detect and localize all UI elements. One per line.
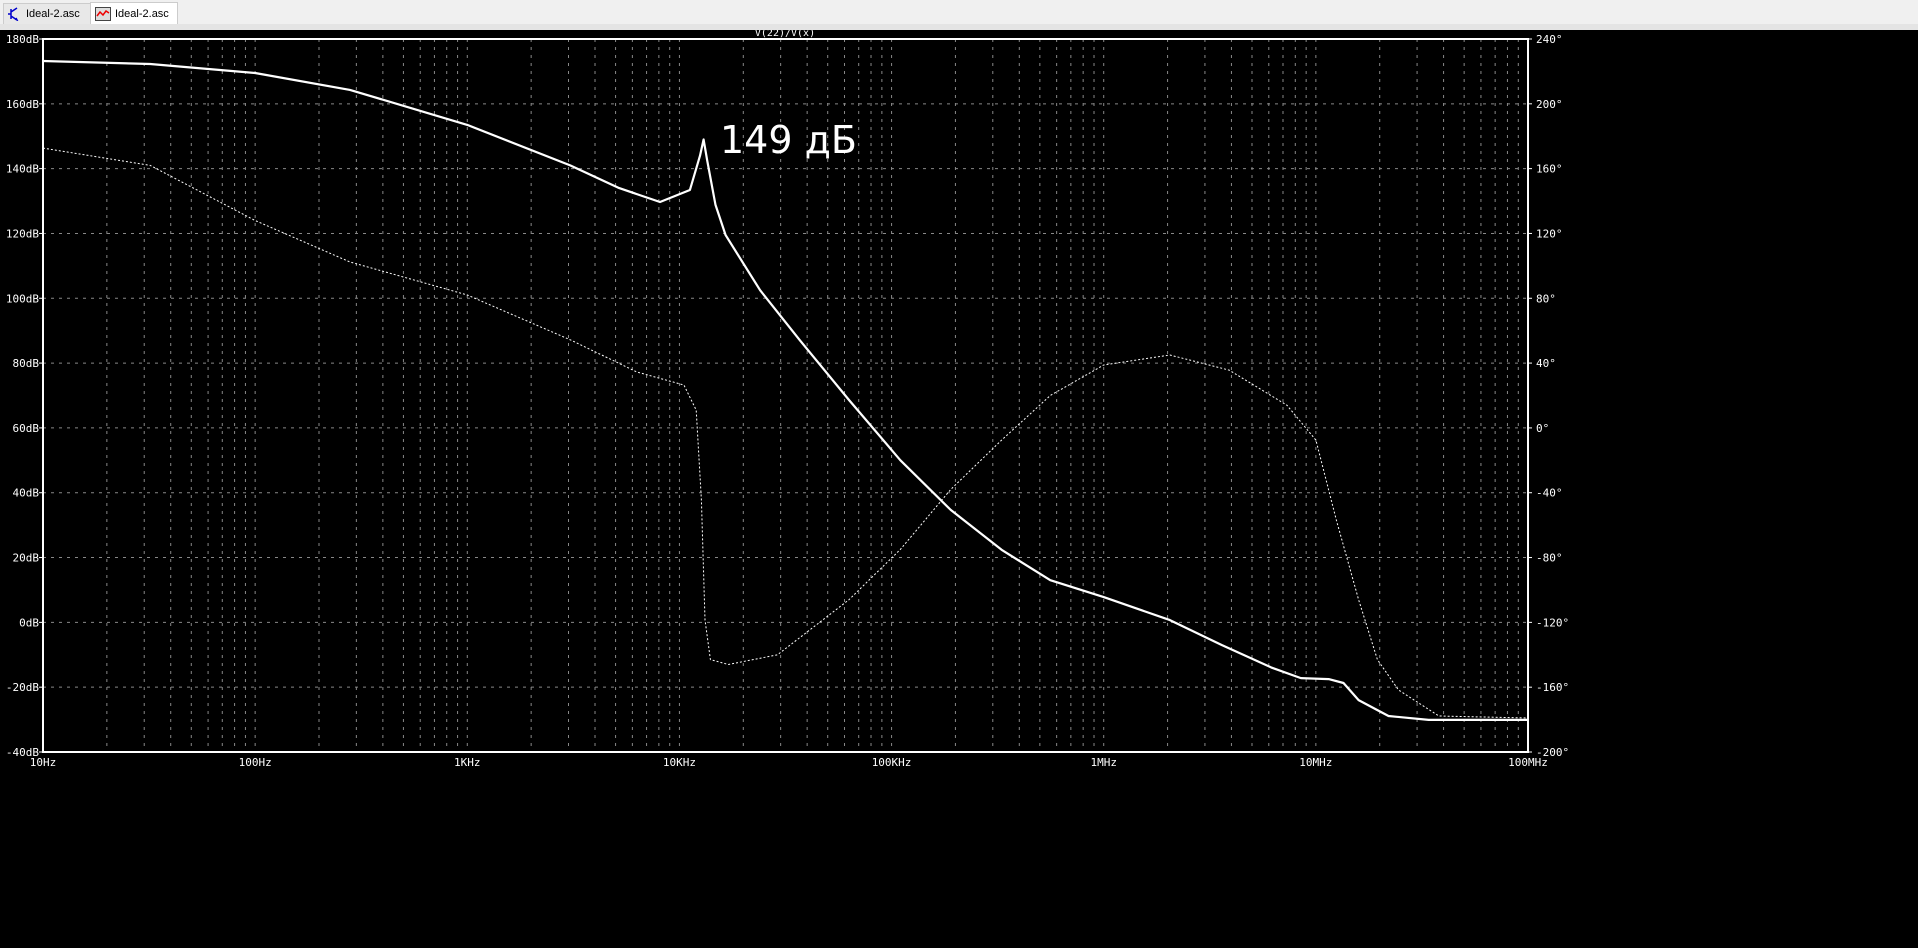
- waveform-plot-icon: [95, 7, 111, 21]
- y-left-tick-label: 0dB: [19, 616, 39, 629]
- y-right-tick-label: 0°: [1536, 422, 1549, 435]
- x-tick-label: 100MHz: [1508, 756, 1548, 769]
- tab-schematic[interactable]: Ideal-2.asc: [3, 3, 91, 25]
- y-right-tick-label: 80°: [1536, 292, 1556, 305]
- y-left-tick-label: -40dB: [6, 746, 39, 759]
- peak-annotation: 149 дБ: [720, 118, 857, 162]
- schematic-transistor-icon: [8, 7, 19, 21]
- x-tick-label: 100KHz: [872, 756, 912, 769]
- window-border: [0, 24, 1918, 30]
- tab-bar: Ideal-2.asc Ideal-2.asc: [0, 0, 1918, 25]
- y-right-tick-label: 120°: [1536, 227, 1563, 240]
- y-right-tick-label: -120°: [1536, 616, 1569, 629]
- y-left-tick-label: 80dB: [13, 357, 40, 370]
- tab-waveform[interactable]: Ideal-2.asc: [90, 2, 178, 25]
- tab-label: Ideal-2.asc: [26, 8, 80, 20]
- y-left-tick-label: 140dB: [6, 163, 39, 176]
- y-right-tick-label: 40°: [1536, 357, 1556, 370]
- tab-label: Ideal-2.asc: [115, 8, 169, 20]
- x-tick-label: 10Hz: [30, 756, 57, 769]
- y-right-tick-label: 240°: [1536, 33, 1563, 46]
- y-right-tick-label: -80°: [1536, 552, 1563, 565]
- x-tick-label: 1MHz: [1090, 756, 1117, 769]
- y-left-tick-label: 100dB: [6, 292, 39, 305]
- x-tick-label: 100Hz: [239, 756, 272, 769]
- bode-plot[interactable]: V(22)/V(x) 180dB 160dB 140dB 120dB 100dB 80dB…: [0, 30, 1918, 948]
- magnitude-curve: [42, 59, 1528, 721]
- y-right-tick-label: 200°: [1536, 98, 1563, 111]
- phase-curve: [42, 147, 1529, 719]
- x-tick-label: 10KHz: [663, 756, 696, 769]
- x-tick-label: 1KHz: [454, 756, 481, 769]
- plot-frame: [42, 38, 1529, 753]
- y-left-tick-label: 180dB: [6, 33, 39, 46]
- y-right-tick-label: -200°: [1536, 746, 1569, 759]
- y-left-tick-label: 60dB: [13, 422, 40, 435]
- y-left-tick-label: 120dB: [6, 227, 39, 240]
- chart-title: V(22)/V(x): [755, 30, 815, 39]
- y-right-tick-label: -160°: [1536, 681, 1569, 694]
- y-left-tick-label: 20dB: [13, 552, 40, 565]
- x-tick-label: 10MHz: [1299, 756, 1332, 769]
- y-right-tick-label: -40°: [1536, 487, 1563, 500]
- y-left-tick-label: 160dB: [6, 98, 39, 111]
- y-left-tick-label: 40dB: [13, 487, 40, 500]
- y-left-tick-label: -20dB: [6, 681, 39, 694]
- y-right-tick-label: 160°: [1536, 163, 1563, 176]
